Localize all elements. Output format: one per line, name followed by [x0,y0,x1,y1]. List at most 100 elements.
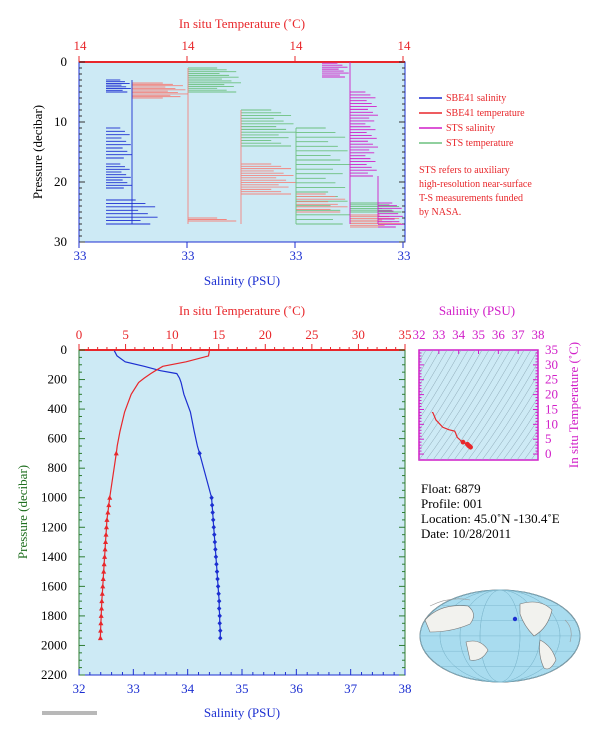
salinity-point [218,628,223,634]
ts-density-contour [425,350,497,460]
main-chart-ticks [78,344,406,676]
main-chart-pressure-tick: 2200 [41,667,67,682]
salinity-point [217,613,222,619]
top-chart-profiles [106,62,404,228]
ts-density-contour [419,350,455,409]
main-chart-temp-tick: 10 [166,327,179,342]
ts-density-contour [467,350,538,460]
ts-temp-tick: 30 [545,357,558,372]
salinity-point [211,517,216,523]
salinity-point [215,583,221,589]
main-chart-sal-tick: 34 [181,681,195,696]
temperature-point [98,613,104,618]
ts-density-contour [419,350,483,451]
legend-label-sbe41-temperature: SBE41 temperature [446,108,525,119]
top-chart-y-title: Pressure (decibar) [30,105,45,199]
sts-note-line: T-S measurements funded [419,193,523,204]
main-chart-temp-tick: 35 [399,327,412,342]
main-chart-sal-tick: 36 [290,681,304,696]
main-chart-temp-tick: 30 [352,327,365,342]
salinity-point [210,509,215,516]
salinity-point [209,495,214,501]
top-chart-sal-tick: 33 [182,248,195,263]
main-chart-salinity-title: Salinity (PSU) [204,705,280,720]
ts-plot-area [418,349,539,461]
salinity-point [216,598,222,604]
temperature-point [102,554,108,559]
top-chart-temp-tick: 14 [290,38,304,53]
main-chart-y-title: Pressure (decibar) [15,465,30,559]
main-chart-pressure-ticks: 0 200 400 600 800 1000 1200 1400 1600 1800 2000 220… [41,342,67,682]
main-chart-pressure-tick: 1400 [41,549,67,564]
ts-sal-tick: 35 [472,327,485,342]
ts-density-contour [419,350,462,420]
top-chart-legend: SBE41 salinity SBE41 temperature STS sal… [419,93,532,218]
top-chart-temp-tick: 14 [398,38,412,53]
main-chart-pressure-tick: 0 [61,342,68,357]
ts-density-contour [523,440,538,460]
salinity-point [216,591,221,597]
salinity-point [213,546,218,553]
main-chart-pressure-tick: 200 [48,372,68,387]
ts-density-contour [419,350,441,387]
salinity-point [211,524,216,530]
ts-temp-tick: 5 [545,431,552,446]
ts-density-contour [419,350,476,441]
main-chart-salinity-ticks: 32 33 34 35 36 37 38 [73,681,412,696]
temperature-point [98,627,104,633]
ts-density-contour [516,429,538,460]
top-chart-y-tick: 10 [54,114,67,129]
main-chart-series [97,350,223,641]
float-location-marker [512,616,518,622]
temperature-point [99,605,105,611]
main-chart-temp-tick: 5 [122,327,129,342]
legend-label-sts-temperature: STS temperature [446,138,514,149]
map-land-europe [429,598,471,607]
ts-curve [431,411,473,450]
ts-salinity-ticks: 32 33 34 35 36 37 38 [413,327,545,342]
main-chart-pressure-tick: 600 [48,431,68,446]
main-chart-pressure-tick: 1000 [41,490,67,505]
ts-point [460,439,466,445]
ts-sal-tick: 34 [452,327,466,342]
main-chart-sal-tick: 33 [127,681,140,696]
salinity-point [212,532,217,538]
main-chart-pressure-tick: 1200 [41,519,67,534]
temperature-point [113,450,119,456]
temperature-point [103,539,109,545]
temperature-point [99,590,105,596]
ts-sal-tick: 32 [413,327,426,342]
map-land-asia [424,605,474,633]
temperature-point [100,576,106,581]
ts-temp-tick: 25 [545,372,558,387]
salinity-point [216,605,222,612]
temperature-point [107,494,113,500]
main-chart-pressure-tick: 1600 [41,578,67,593]
top-chart-sal-tick: 33 [398,248,411,263]
ts-temp-tick: 35 [545,342,558,357]
main-chart-pressure-tick: 2000 [41,637,67,652]
top-chart-sal-tick: 33 [74,248,87,263]
map-land-south-america [539,639,557,670]
main-chart-pressure-tick: 1800 [41,608,67,623]
main-chart-pressure-tick: 400 [48,401,68,416]
top-chart-ticks [78,56,405,248]
ts-density-contour [432,350,504,460]
temperature-point [105,509,111,515]
legend-label-sts-salinity: STS salinity [446,123,495,134]
top-chart-temp-tick: 14 [182,38,196,53]
ts-temp-tick: 0 [545,446,552,461]
ts-diagram: Salinity (PSU) 32 33 34 35 36 37 38 0510152025… [413,303,582,468]
temperature-point [102,546,108,552]
main-chart-temperature-title: In situ Temperature (˚C) [179,303,305,318]
ts-temp-tick: 20 [545,387,558,402]
float-id: Float: 6879 [421,481,481,496]
main-profile-chart: In situ Temperature (˚C) 0 5 10 15 20 25 30 35 … [15,303,412,720]
ts-density-contour [453,350,525,460]
top-chart: In situ Temperature (˚C) 14 14 14 14 0 1… [30,16,532,288]
top-chart-y-tick: 30 [54,234,67,249]
ts-sal-tick: 36 [492,327,506,342]
temperature-point [98,620,104,626]
